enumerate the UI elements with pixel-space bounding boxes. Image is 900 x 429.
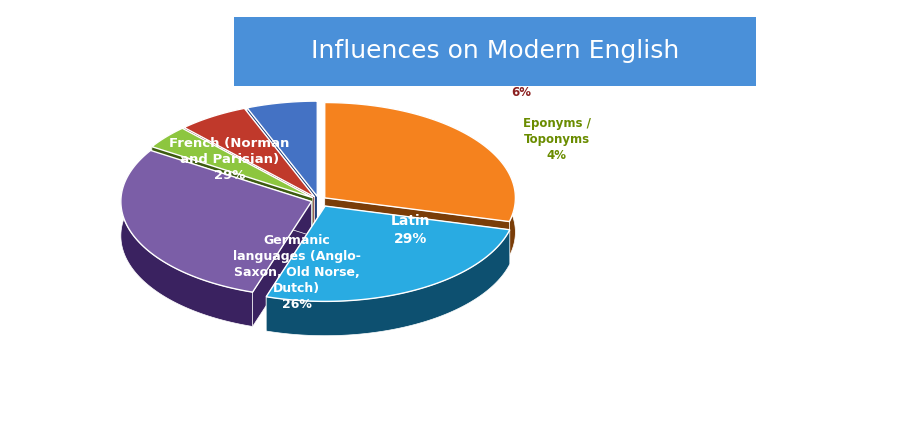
Polygon shape bbox=[266, 206, 325, 331]
Text: Latin
29%: Latin 29% bbox=[391, 214, 430, 246]
Text: Greek
6%: Greek 6% bbox=[311, 64, 354, 93]
Text: French (Norman
and Parisian)
29%: French (Norman and Parisian) 29% bbox=[169, 137, 290, 182]
Polygon shape bbox=[184, 109, 245, 162]
Text: concourse.com: concourse.com bbox=[328, 20, 413, 30]
Text: Eponyms /
Toponyms
4%: Eponyms / Toponyms 4% bbox=[523, 117, 590, 162]
Polygon shape bbox=[325, 206, 509, 264]
Text: Other languages /
Unknown
6%: Other languages / Unknown 6% bbox=[462, 54, 580, 99]
Polygon shape bbox=[266, 206, 509, 302]
Polygon shape bbox=[248, 101, 318, 196]
Polygon shape bbox=[248, 108, 318, 231]
Polygon shape bbox=[325, 103, 516, 221]
Polygon shape bbox=[152, 128, 183, 181]
Polygon shape bbox=[150, 151, 311, 236]
Polygon shape bbox=[325, 103, 516, 256]
Polygon shape bbox=[184, 109, 315, 197]
Polygon shape bbox=[184, 127, 315, 231]
Polygon shape bbox=[266, 230, 509, 336]
Polygon shape bbox=[183, 128, 313, 232]
Polygon shape bbox=[121, 151, 253, 326]
Text: elt: elt bbox=[311, 20, 328, 30]
Text: Influences on Modern English: Influences on Modern English bbox=[310, 39, 680, 63]
Polygon shape bbox=[253, 202, 311, 326]
Polygon shape bbox=[325, 198, 509, 256]
Text: Germanic
languages (Anglo-
Saxon, Old Norse,
Dutch)
26%: Germanic languages (Anglo- Saxon, Old No… bbox=[232, 234, 361, 311]
Polygon shape bbox=[248, 101, 318, 142]
Polygon shape bbox=[152, 147, 313, 232]
Polygon shape bbox=[121, 151, 311, 292]
Polygon shape bbox=[245, 109, 315, 231]
Polygon shape bbox=[152, 128, 313, 198]
